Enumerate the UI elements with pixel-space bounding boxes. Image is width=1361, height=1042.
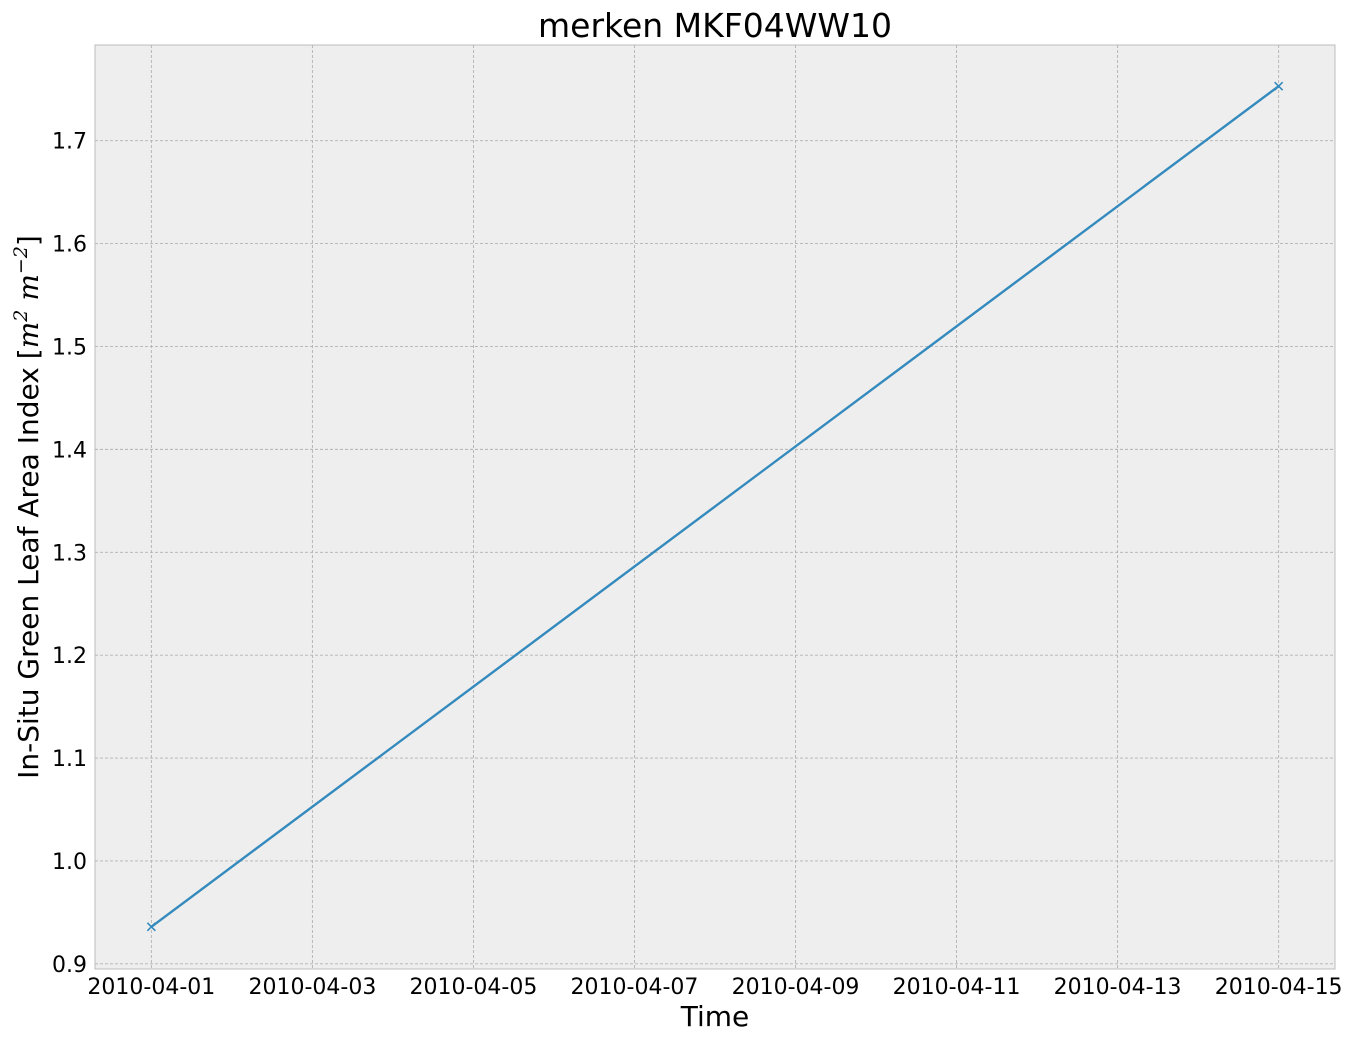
x-tick-label: 2010-04-05 bbox=[410, 975, 538, 1000]
x-tick-label: 2010-04-01 bbox=[87, 975, 215, 1000]
data-point-marker bbox=[1274, 81, 1284, 91]
y-tick-label: 1.0 bbox=[52, 850, 87, 875]
data-point-marker bbox=[146, 922, 156, 932]
y-unit-base-1: m bbox=[12, 322, 45, 349]
x-gridlines bbox=[150, 45, 1280, 969]
chart-title: merken MKF04WW10 bbox=[538, 6, 892, 45]
y-unit-exp-1: 2 bbox=[10, 310, 32, 323]
x-tick-label: 2010-04-15 bbox=[1215, 975, 1343, 1000]
y-unit-base-2: m bbox=[12, 274, 45, 301]
y-tick-labels: 0.9 1.0 1.1 1.2 1.3 1.4 1.5 1.6 1.7 bbox=[52, 130, 87, 978]
x-tick-label: 2010-04-09 bbox=[732, 975, 860, 1000]
x-tick-label: 2010-04-03 bbox=[248, 975, 376, 1000]
y-tick-label: 1.7 bbox=[52, 130, 87, 155]
y-tick-label: 0.9 bbox=[52, 953, 87, 978]
x-tick-label: 2010-04-13 bbox=[1054, 975, 1182, 1000]
y-tick-label: 1.5 bbox=[52, 335, 87, 360]
x-axis-label: Time bbox=[680, 1000, 750, 1033]
plot-frame bbox=[94, 44, 1336, 970]
y-axis-label-text: In-Situ Green Leaf Area Index bbox=[12, 367, 45, 779]
y-axis-label: In-Situ Green Leaf Area Index[m2m−2] bbox=[10, 235, 45, 779]
y-unit-exp-2: −2 bbox=[10, 246, 32, 274]
y-gridlines bbox=[95, 140, 1335, 965]
x-tick-label: 2010-04-11 bbox=[893, 975, 1021, 1000]
y-tick-label: 1.3 bbox=[52, 541, 87, 566]
y-tick-label: 1.4 bbox=[52, 438, 87, 463]
series-line bbox=[150, 85, 1280, 928]
y-tick-label: 1.2 bbox=[52, 644, 87, 669]
y-tick-label: 1.1 bbox=[52, 747, 87, 772]
y-tick-label: 1.6 bbox=[52, 233, 87, 258]
series-group bbox=[146, 81, 1284, 932]
x-tick-label: 2010-04-07 bbox=[571, 975, 699, 1000]
x-tick-labels: 2010-04-01 2010-04-03 2010-04-05 2010-04-07… bbox=[87, 975, 1342, 1000]
